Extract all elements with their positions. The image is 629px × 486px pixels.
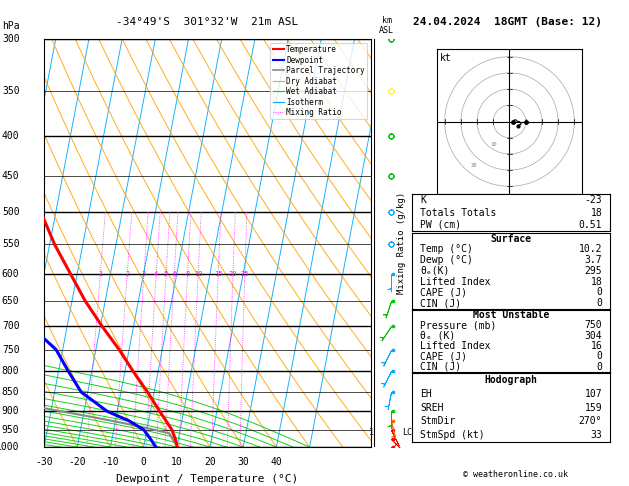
Text: Hodograph: Hodograph: [484, 375, 538, 385]
Text: 1: 1: [98, 271, 103, 277]
Legend: Temperature, Dewpoint, Parcel Trajectory, Dry Adiabat, Wet Adiabat, Isotherm, Mi: Temperature, Dewpoint, Parcel Trajectory…: [270, 43, 367, 120]
Text: 16: 16: [591, 341, 602, 351]
Text: -20: -20: [69, 457, 86, 468]
Text: 20: 20: [470, 163, 477, 168]
Text: 800: 800: [2, 366, 19, 377]
Text: 650: 650: [2, 296, 19, 306]
Text: 3: 3: [142, 271, 146, 277]
Text: 900: 900: [2, 406, 19, 417]
Text: -30: -30: [35, 457, 53, 468]
Text: StmSpd (kt): StmSpd (kt): [420, 430, 484, 440]
Text: 0: 0: [596, 362, 602, 372]
Text: -23: -23: [584, 195, 602, 206]
Text: kt: kt: [440, 53, 451, 63]
Text: 10.2: 10.2: [579, 244, 602, 255]
Text: 18: 18: [591, 208, 602, 218]
Text: 0: 0: [596, 298, 602, 308]
Text: LCL: LCL: [402, 428, 417, 437]
Text: 20: 20: [204, 457, 216, 468]
Text: -34°49'S  301°32'W  21m ASL: -34°49'S 301°32'W 21m ASL: [116, 17, 299, 27]
Text: EH: EH: [420, 389, 431, 399]
Text: 25: 25: [240, 271, 249, 277]
Text: 5: 5: [164, 271, 168, 277]
Text: Dewpoint / Temperature (°C): Dewpoint / Temperature (°C): [116, 474, 299, 484]
Text: 10: 10: [194, 271, 203, 277]
Text: StmDir: StmDir: [420, 417, 455, 426]
Text: 300: 300: [2, 34, 19, 44]
Text: 4: 4: [383, 285, 388, 294]
Text: 33: 33: [591, 430, 602, 440]
Text: 40: 40: [270, 457, 282, 468]
Text: 6: 6: [172, 271, 176, 277]
Text: 10: 10: [490, 142, 496, 147]
Text: -10: -10: [102, 457, 120, 468]
Text: 10: 10: [171, 457, 182, 468]
Text: 5: 5: [383, 245, 388, 254]
Text: 18: 18: [591, 277, 602, 287]
Text: K: K: [420, 195, 426, 206]
Text: Lifted Index: Lifted Index: [420, 341, 491, 351]
Text: © weatheronline.co.uk: © weatheronline.co.uk: [464, 469, 568, 479]
Text: 450: 450: [2, 172, 19, 181]
Text: 4: 4: [154, 271, 159, 277]
Text: 600: 600: [2, 269, 19, 279]
Text: Lifted Index: Lifted Index: [420, 277, 491, 287]
Text: 7: 7: [383, 165, 388, 174]
Text: 950: 950: [2, 425, 19, 435]
Text: 0: 0: [596, 351, 602, 362]
Text: CAPE (J): CAPE (J): [420, 287, 467, 297]
Text: Surface: Surface: [491, 234, 532, 243]
Text: 700: 700: [2, 321, 19, 331]
Text: Temp (°C): Temp (°C): [420, 244, 473, 255]
Text: 2: 2: [125, 271, 130, 277]
Text: 550: 550: [2, 240, 19, 249]
Text: 15: 15: [214, 271, 223, 277]
Text: CAPE (J): CAPE (J): [420, 351, 467, 362]
Text: PW (cm): PW (cm): [420, 220, 461, 230]
Text: SREH: SREH: [420, 402, 443, 413]
Text: 30: 30: [237, 457, 249, 468]
Text: 8: 8: [186, 271, 190, 277]
Text: 107: 107: [584, 389, 602, 399]
Text: θₑ (K): θₑ (K): [420, 331, 455, 341]
Text: hPa: hPa: [2, 21, 19, 31]
Text: 750: 750: [2, 345, 19, 355]
Text: 1000: 1000: [0, 442, 19, 452]
Text: 304: 304: [584, 331, 602, 341]
Text: 0: 0: [596, 287, 602, 297]
Text: 2: 2: [383, 365, 388, 374]
Text: 24.04.2024  18GMT (Base: 12): 24.04.2024 18GMT (Base: 12): [413, 17, 602, 27]
Text: 3.7: 3.7: [584, 255, 602, 265]
Text: Most Unstable: Most Unstable: [473, 310, 549, 320]
Text: 0.51: 0.51: [579, 220, 602, 230]
Text: 400: 400: [2, 131, 19, 141]
Text: km: km: [382, 16, 392, 25]
Text: 0: 0: [141, 457, 147, 468]
Text: 159: 159: [584, 402, 602, 413]
Text: 1: 1: [369, 428, 374, 437]
Text: 750: 750: [584, 320, 602, 330]
Text: ASL: ASL: [379, 26, 394, 35]
Text: 850: 850: [2, 387, 19, 397]
Text: θₑ(K): θₑ(K): [420, 266, 449, 276]
Text: 1: 1: [383, 407, 388, 416]
Text: Totals Totals: Totals Totals: [420, 208, 496, 218]
Text: 3: 3: [383, 324, 388, 333]
Text: Mixing Ratio (g/kg): Mixing Ratio (g/kg): [397, 192, 406, 294]
Text: Pressure (mb): Pressure (mb): [420, 320, 496, 330]
Text: 350: 350: [2, 86, 19, 96]
Text: 20: 20: [229, 271, 237, 277]
Text: 295: 295: [584, 266, 602, 276]
Text: 270°: 270°: [579, 417, 602, 426]
Text: 8: 8: [383, 123, 388, 132]
Text: Dewp (°C): Dewp (°C): [420, 255, 473, 265]
Text: CIN (J): CIN (J): [420, 298, 461, 308]
Text: 6: 6: [383, 206, 388, 215]
Text: 500: 500: [2, 207, 19, 217]
Text: CIN (J): CIN (J): [420, 362, 461, 372]
